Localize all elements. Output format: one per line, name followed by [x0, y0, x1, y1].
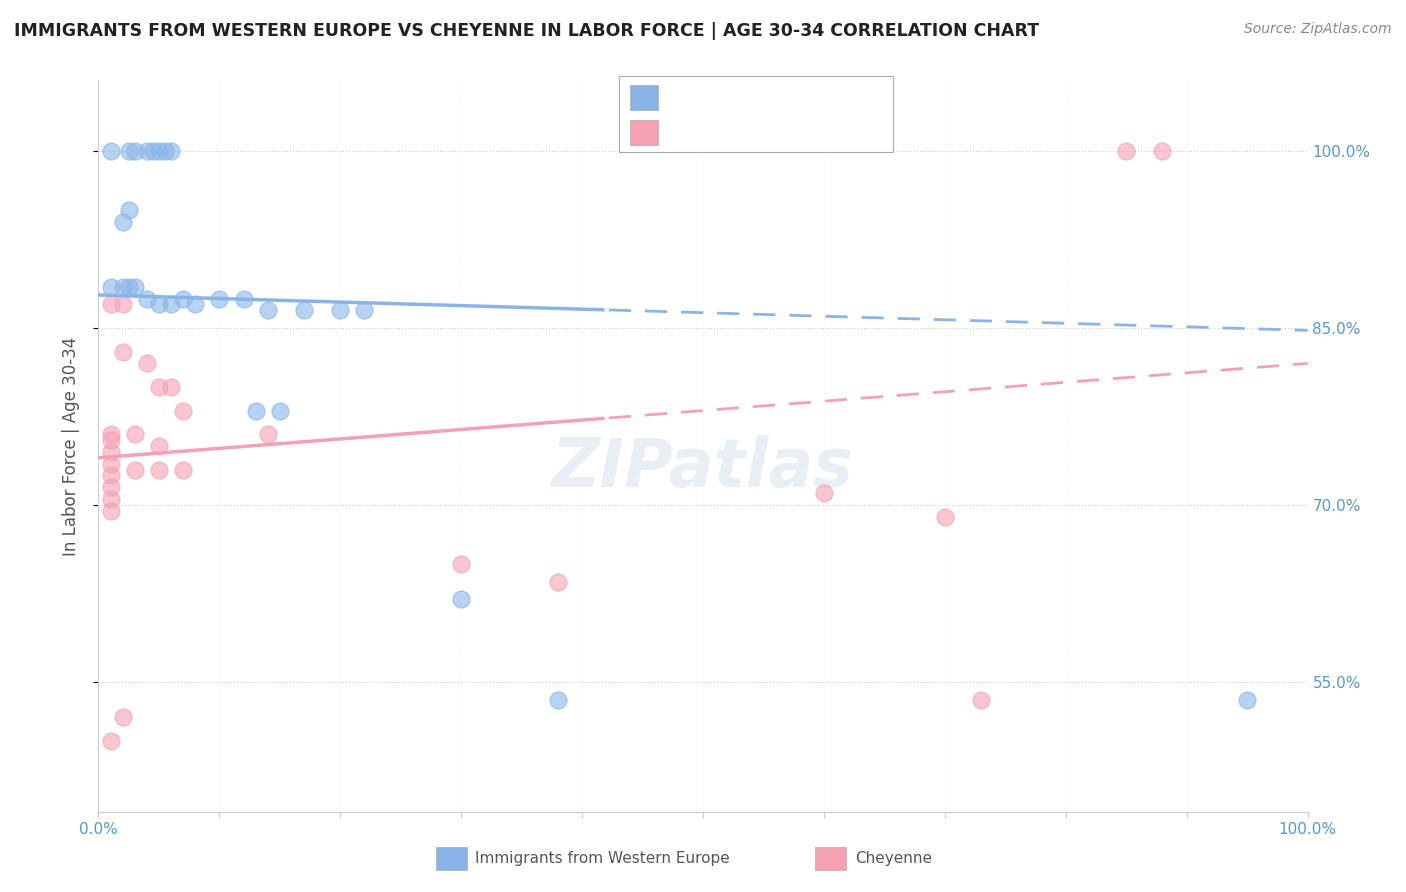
- Text: Cheyenne: Cheyenne: [855, 851, 932, 865]
- Point: [100, 144, 122, 158]
- Y-axis label: In Labor Force | Age 30-34: In Labor Force | Age 30-34: [62, 336, 80, 556]
- Point: [111, 215, 134, 229]
- Point: [124, 462, 146, 476]
- Point: [124, 144, 146, 158]
- Point: [100, 279, 122, 293]
- Point: [1152, 144, 1174, 158]
- Point: [100, 468, 122, 483]
- Point: [100, 492, 122, 507]
- Point: [148, 380, 170, 394]
- Point: [172, 462, 194, 476]
- Point: [450, 557, 472, 571]
- Point: [118, 202, 141, 217]
- Point: [100, 734, 122, 748]
- Point: [135, 292, 157, 306]
- Text: 31: 31: [823, 88, 842, 106]
- Point: [184, 297, 207, 311]
- Point: [329, 303, 352, 318]
- Text: IMMIGRANTS FROM WESTERN EUROPE VS CHEYENNE IN LABOR FORCE | AGE 30-34 CORRELATIO: IMMIGRANTS FROM WESTERN EUROPE VS CHEYEN…: [14, 22, 1039, 40]
- Point: [124, 427, 146, 442]
- Point: [1115, 144, 1137, 158]
- Text: Source: ZipAtlas.com: Source: ZipAtlas.com: [1244, 22, 1392, 37]
- Point: [100, 433, 122, 447]
- Point: [256, 427, 278, 442]
- Point: [148, 297, 170, 311]
- Point: [148, 144, 170, 158]
- Point: [111, 297, 134, 311]
- Text: N =: N =: [770, 123, 831, 141]
- Text: N =: N =: [770, 88, 831, 106]
- Point: [813, 486, 835, 500]
- Point: [1236, 692, 1258, 706]
- Point: [160, 297, 183, 311]
- Point: [111, 710, 134, 724]
- Point: [172, 403, 194, 417]
- Point: [172, 292, 194, 306]
- Point: [153, 144, 176, 158]
- Point: [256, 303, 278, 318]
- Point: [353, 303, 375, 318]
- Point: [208, 292, 231, 306]
- Point: [292, 303, 315, 318]
- Point: [111, 344, 134, 359]
- Point: [118, 144, 141, 158]
- Point: [547, 574, 569, 589]
- Point: [934, 509, 956, 524]
- Point: [148, 439, 170, 453]
- Point: [100, 457, 122, 471]
- Point: [148, 462, 170, 476]
- Point: [547, 692, 569, 706]
- Point: [100, 427, 122, 442]
- Point: [124, 279, 146, 293]
- Point: [111, 279, 134, 293]
- Point: [118, 279, 141, 293]
- Point: [269, 403, 291, 417]
- Text: -0.052: -0.052: [707, 88, 768, 106]
- Text: 30: 30: [823, 123, 842, 141]
- Point: [450, 592, 472, 607]
- Point: [160, 144, 183, 158]
- Point: [232, 292, 254, 306]
- Point: [135, 356, 157, 370]
- Text: R =: R =: [668, 88, 707, 106]
- Point: [100, 480, 122, 494]
- Point: [160, 380, 183, 394]
- Point: [100, 445, 122, 459]
- Text: Immigrants from Western Europe: Immigrants from Western Europe: [475, 851, 730, 865]
- Point: [970, 692, 993, 706]
- Point: [245, 403, 267, 417]
- Point: [135, 144, 157, 158]
- Point: [100, 504, 122, 518]
- Text: R =: R =: [668, 123, 707, 141]
- Point: [100, 297, 122, 311]
- Text: 0.106: 0.106: [707, 123, 768, 141]
- Point: [142, 144, 165, 158]
- Text: ZIPatlas: ZIPatlas: [553, 435, 853, 501]
